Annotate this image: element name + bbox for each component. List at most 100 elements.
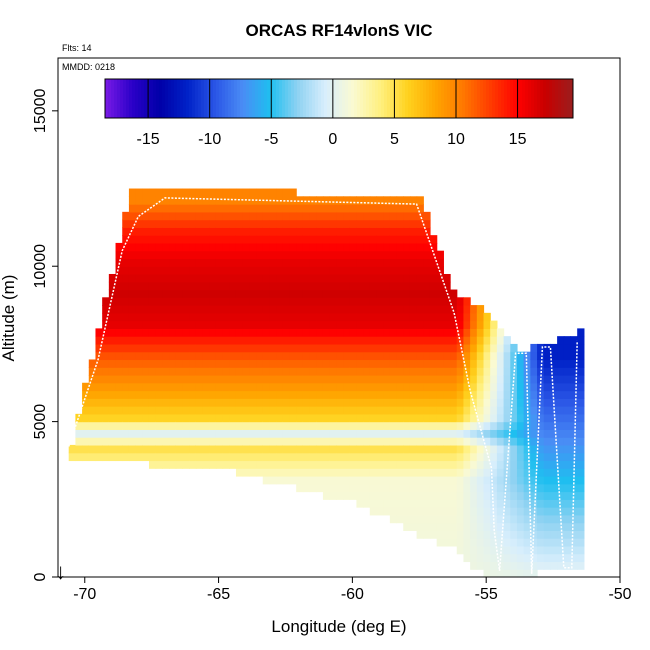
- heatmap-cell: [182, 305, 190, 314]
- heatmap-cell: [416, 204, 424, 213]
- heatmap-cell: [523, 507, 531, 516]
- heatmap-cell: [155, 351, 163, 361]
- colorbar-swatch: [258, 79, 262, 118]
- heatmap-cell: [102, 359, 110, 368]
- heatmap-cell: [322, 250, 331, 260]
- heatmap-cell: [128, 289, 137, 298]
- heatmap-cell: [456, 406, 465, 415]
- heatmap-cell: [429, 273, 438, 283]
- colorbar-swatch: [321, 79, 325, 118]
- heatmap-cell: [322, 297, 331, 306]
- heatmap-cell: [148, 289, 157, 298]
- heatmap-cell: [416, 351, 424, 361]
- heatmap-cell: [102, 328, 110, 337]
- heatmap-cell: [503, 398, 511, 407]
- heatmap-cell: [496, 390, 505, 399]
- heatmap-cell: [490, 406, 498, 415]
- heatmap-cell: [302, 390, 311, 399]
- heatmap-cell: [389, 320, 398, 329]
- heatmap-cell: [530, 374, 538, 384]
- colorbar-swatch: [429, 79, 433, 118]
- heatmap-cell: [523, 468, 531, 477]
- heatmap-cell: [162, 444, 170, 454]
- heatmap-cell: [148, 413, 157, 423]
- heatmap-cell: [155, 273, 163, 283]
- heatmap-cell: [135, 406, 143, 415]
- heatmap-cell: [175, 312, 184, 322]
- heatmap-cell: [242, 281, 250, 291]
- heatmap-cell: [389, 312, 398, 322]
- heatmap-cell: [175, 359, 184, 368]
- heatmap-cell: [543, 421, 552, 430]
- heatmap-cell: [182, 382, 190, 392]
- heatmap-cell: [282, 413, 291, 423]
- heatmap-cell: [115, 328, 123, 337]
- heatmap-cell: [128, 421, 137, 430]
- heatmap-cell: [289, 219, 297, 228]
- heatmap-cell: [102, 312, 110, 322]
- heatmap-cell: [242, 351, 250, 361]
- heatmap-cell: [142, 359, 150, 368]
- colorbar-swatch: [561, 79, 565, 118]
- heatmap-cell: [369, 437, 378, 446]
- heatmap-cell: [577, 359, 585, 368]
- heatmap-cell: [516, 483, 525, 493]
- heatmap-cell: [309, 437, 317, 446]
- heatmap-cell: [429, 359, 438, 368]
- heatmap-cell: [256, 227, 264, 236]
- heatmap-cell: [349, 312, 357, 322]
- heatmap-cell: [135, 374, 143, 384]
- heatmap-cell: [289, 211, 297, 221]
- heatmap-cell: [182, 460, 190, 469]
- heatmap-cell: [215, 297, 224, 306]
- heatmap-cell: [389, 483, 398, 493]
- heatmap-cell: [269, 398, 277, 407]
- heatmap-cell: [235, 421, 244, 430]
- heatmap-cell: [476, 429, 485, 438]
- heatmap-cell: [389, 406, 398, 415]
- heatmap-cell: [302, 242, 311, 252]
- heatmap-cell: [429, 382, 438, 392]
- heatmap-cell: [476, 320, 485, 329]
- heatmap-cell: [148, 328, 157, 337]
- heatmap-cell: [510, 343, 518, 353]
- heatmap-cell: [155, 196, 163, 205]
- heatmap-cell: [302, 367, 311, 376]
- heatmap-cell: [383, 196, 391, 205]
- heatmap-cell: [302, 398, 311, 407]
- heatmap-cell: [282, 460, 291, 469]
- heatmap-cell: [456, 351, 465, 361]
- heatmap-cell: [336, 312, 344, 322]
- heatmap-cell: [389, 468, 398, 477]
- heatmap-cell: [436, 421, 444, 430]
- heatmap-cell: [343, 374, 351, 384]
- heatmap-cell: [189, 390, 197, 399]
- heatmap-cell: [450, 460, 458, 469]
- heatmap-cell: [496, 444, 505, 454]
- x-tick-label: -60: [341, 586, 364, 603]
- heatmap-cell: [256, 398, 264, 407]
- heatmap-cell: [416, 429, 424, 438]
- heatmap-cell: [456, 374, 465, 384]
- heatmap-cell: [282, 289, 291, 298]
- heatmap-cell: [296, 351, 304, 361]
- heatmap-cell: [148, 273, 157, 283]
- heatmap-cell: [222, 219, 230, 228]
- heatmap-cell: [416, 227, 424, 236]
- heatmap-cell: [356, 343, 364, 353]
- heatmap-cell: [162, 390, 170, 399]
- heatmap-cell: [349, 235, 357, 244]
- heatmap-cell: [249, 250, 257, 260]
- heatmap-cell: [470, 444, 478, 454]
- heatmap-cell: [423, 468, 431, 477]
- heatmap-cell: [349, 476, 357, 485]
- heatmap-cell: [309, 374, 317, 384]
- heatmap-cell: [503, 499, 511, 508]
- heatmap-cell: [189, 305, 197, 314]
- heatmap-cell: [423, 359, 431, 368]
- heatmap-cell: [537, 429, 545, 438]
- colorbar-swatch: [171, 79, 175, 118]
- heatmap-cell: [443, 390, 451, 399]
- heatmap-cell: [256, 242, 264, 252]
- heatmap-cell: [363, 359, 371, 368]
